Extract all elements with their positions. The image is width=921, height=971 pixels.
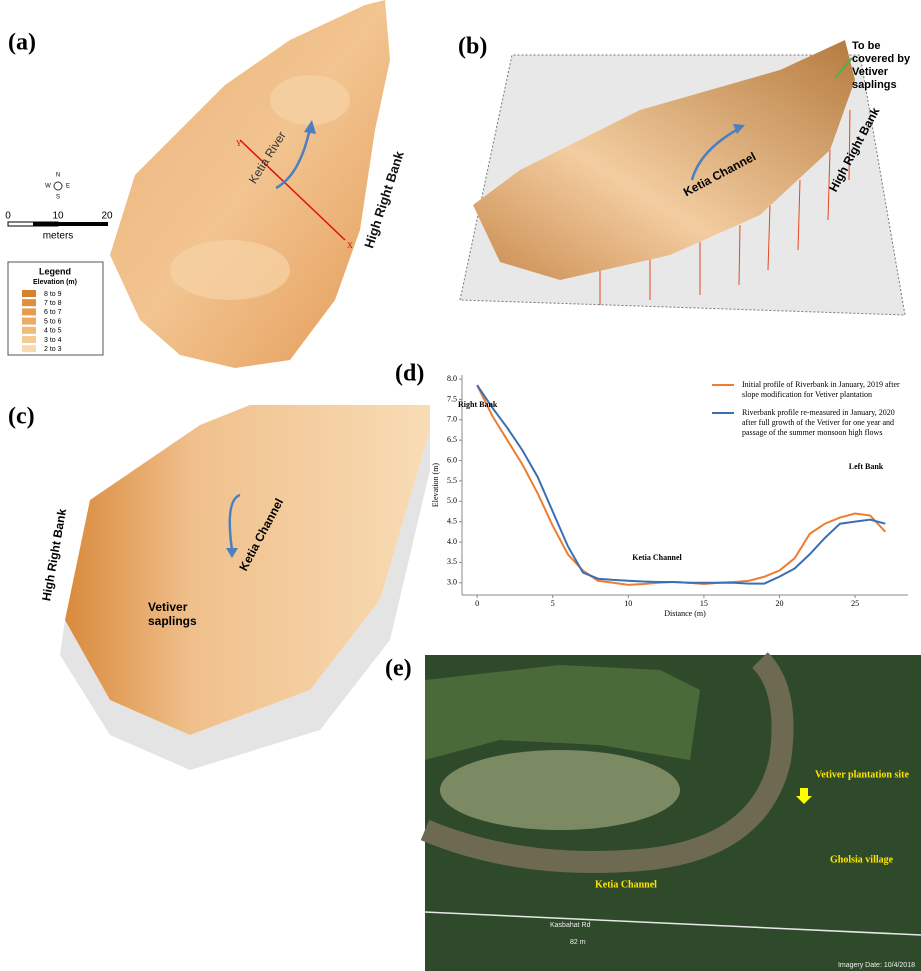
compass-w: W: [45, 184, 51, 190]
compass: N E S W: [45, 173, 70, 201]
legend-label: 7 to 8: [44, 300, 62, 307]
note: To be covered by Vetiver saplings: [852, 40, 921, 92]
compass-rose: [54, 182, 62, 190]
compass-n: N: [56, 173, 60, 179]
chart-legend: Initial profile of Riverbank in January,…: [712, 380, 907, 446]
scale-tick: 0: [5, 211, 11, 222]
panel-label: (d): [395, 361, 424, 387]
y-tick-label: 8.0: [447, 374, 457, 383]
y-tick-label: 6.5: [447, 435, 457, 444]
imagery-date: Imagery Date: 10/4/2018: [838, 962, 915, 969]
x-axis-title: Distance (m): [664, 609, 706, 618]
saplings-label: Vetiver saplings: [148, 600, 218, 628]
legend-swatch: [22, 327, 36, 334]
scale-bar: [33, 222, 58, 226]
elevation-zone: [170, 240, 290, 300]
legend-label: 3 to 4: [44, 337, 62, 344]
compass-s: S: [56, 195, 60, 201]
scale-label: 82 m: [570, 939, 586, 946]
legend-entry: Riverbank profile re-measured in January…: [712, 408, 907, 438]
y-tick-label: 7.0: [447, 415, 457, 424]
x-tick-label: 15: [700, 599, 708, 608]
panel-label: (e): [385, 656, 412, 682]
channel-label: Ketia Channel: [595, 879, 657, 890]
legend-title: Legend: [39, 266, 71, 276]
annotation: Ketia Channel: [632, 553, 682, 562]
elevation-map: [110, 0, 390, 368]
legend-swatch: [712, 412, 734, 414]
x-tick-label: 0: [475, 599, 479, 608]
legend-swatch: [22, 336, 36, 343]
y-tick-label: 5.0: [447, 496, 457, 505]
scale-tick: 20: [101, 211, 113, 222]
legend-swatch: [22, 299, 36, 306]
scale-bar: [58, 222, 108, 226]
figure-canvas: (a) Y X Ketia River High Right Bank N E …: [0, 0, 921, 971]
compass-e: E: [66, 184, 70, 190]
x-tick-label: 5: [551, 599, 555, 608]
section-label: Y: [236, 139, 242, 148]
legend-subtitle: Elevation (m): [33, 279, 77, 286]
x-tick-label: 10: [624, 599, 632, 608]
legend-label: 5 to 6: [44, 318, 62, 325]
x-tick-label: 25: [851, 599, 859, 608]
y-tick-label: 7.5: [447, 394, 457, 403]
legend-label: 8 to 9: [44, 291, 62, 298]
panel-label: (b): [458, 34, 487, 60]
legend-entry: Initial profile of Riverbank in January,…: [712, 380, 907, 400]
y-tick-label: 4.0: [447, 537, 457, 546]
legend-swatch: [22, 290, 36, 297]
legend-label: Riverbank profile re-measured in January…: [742, 408, 907, 438]
y-tick-label: 5.5: [447, 476, 457, 485]
x-tick-label: 20: [775, 599, 783, 608]
road-label: Kasbahat Rd: [550, 922, 591, 929]
section-label: X: [347, 241, 353, 250]
legend-swatch: [22, 318, 36, 325]
y-tick-label: 3.5: [447, 557, 457, 566]
legend-label: 6 to 7: [44, 309, 62, 316]
y-tick-label: 4.5: [447, 516, 457, 525]
y-tick-label: 3.0: [447, 578, 457, 587]
legend-swatch: [22, 345, 36, 352]
legend-swatch: [712, 384, 734, 386]
village-label: Gholsia village: [830, 854, 894, 865]
panel-label: (a): [8, 30, 36, 56]
annotation: Left Bank: [849, 462, 884, 471]
y-tick-label: 6.0: [447, 455, 457, 464]
scale-unit: meters: [43, 231, 74, 242]
bank-label: High Right Bank: [39, 507, 69, 602]
legend-label: 4 to 5: [44, 328, 62, 335]
elevation-zone: [270, 75, 350, 125]
field: [440, 750, 680, 830]
panel-label: (c): [8, 404, 35, 430]
legend-swatch: [22, 308, 36, 315]
site-label: Vetiver plantation site: [815, 769, 909, 780]
figure: (a) Y X Ketia River High Right Bank N E …: [0, 0, 921, 971]
scale-tick: 10: [52, 211, 64, 222]
legend-label: 2 to 3: [44, 346, 62, 353]
legend-label: Initial profile of Riverbank in January,…: [742, 380, 907, 400]
annotation: Right Bank: [458, 400, 498, 409]
y-axis-title: Elevation (m): [431, 463, 440, 508]
